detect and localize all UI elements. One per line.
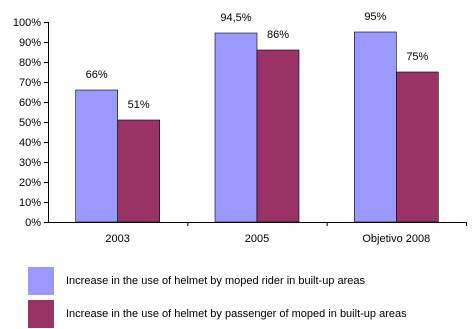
y-tick-label: 10% — [19, 197, 41, 209]
bar-series-0-1 — [214, 32, 258, 223]
data-label-series-0-1: 94,5% — [220, 12, 251, 24]
y-axis-ticks: 0% 10% 20% 30% 40% 50% 60% 70% 80% 90% 100% — [13, 17, 48, 229]
legend-item-passenger: Increase in the use of helmet by passeng… — [28, 299, 407, 329]
y-tick-label: 90% — [19, 37, 41, 49]
legend-label-passenger: Increase in the use of helmet by passeng… — [66, 308, 407, 320]
data-label-series-1-1: 86% — [267, 29, 289, 41]
bar-series-1-2 — [396, 71, 439, 223]
data-label-series-0-0: 66% — [86, 69, 108, 81]
y-tick-label: 50% — [19, 117, 41, 129]
x-axis-ticks: 2003 2005 Objetivo 2008 — [105, 222, 467, 245]
y-tick-label: 30% — [19, 157, 41, 169]
y-tick-label: 80% — [19, 57, 41, 69]
bar-series-0-2 — [354, 31, 397, 223]
legend-swatch-passenger — [28, 300, 54, 328]
bar-series-0-0 — [75, 89, 118, 223]
x-tick-label: 2003 — [105, 233, 129, 245]
y-tick-label: 100% — [13, 17, 41, 29]
legend-swatch-rider — [28, 267, 54, 295]
x-tick-label: 2005 — [245, 233, 269, 245]
bars — [75, 31, 439, 223]
y-tick-label: 60% — [19, 97, 41, 109]
bar-series-1-1 — [256, 49, 300, 223]
data-labels: 66% 51% 94,5% 86% 95% 75% — [86, 11, 429, 111]
x-tick-label: Objetivo 2008 — [362, 233, 430, 245]
legend-item-rider: Increase in the use of helmet by moped r… — [28, 266, 365, 296]
y-tick-label: 20% — [19, 177, 41, 189]
data-label-series-1-0: 51% — [128, 99, 150, 111]
y-tick-label: 40% — [19, 137, 41, 149]
bar-chart: 0% 10% 20% 30% 40% 50% 60% 70% 80% 90% 100% 66% 51%… — [13, 11, 467, 245]
bar-series-1-0 — [117, 119, 160, 223]
y-tick-label: 0% — [25, 217, 41, 229]
legend-label-rider: Increase in the use of helmet by moped r… — [66, 275, 365, 287]
data-label-series-1-2: 75% — [406, 51, 428, 63]
data-label-series-0-2: 95% — [364, 11, 386, 23]
y-tick-label: 70% — [19, 77, 41, 89]
